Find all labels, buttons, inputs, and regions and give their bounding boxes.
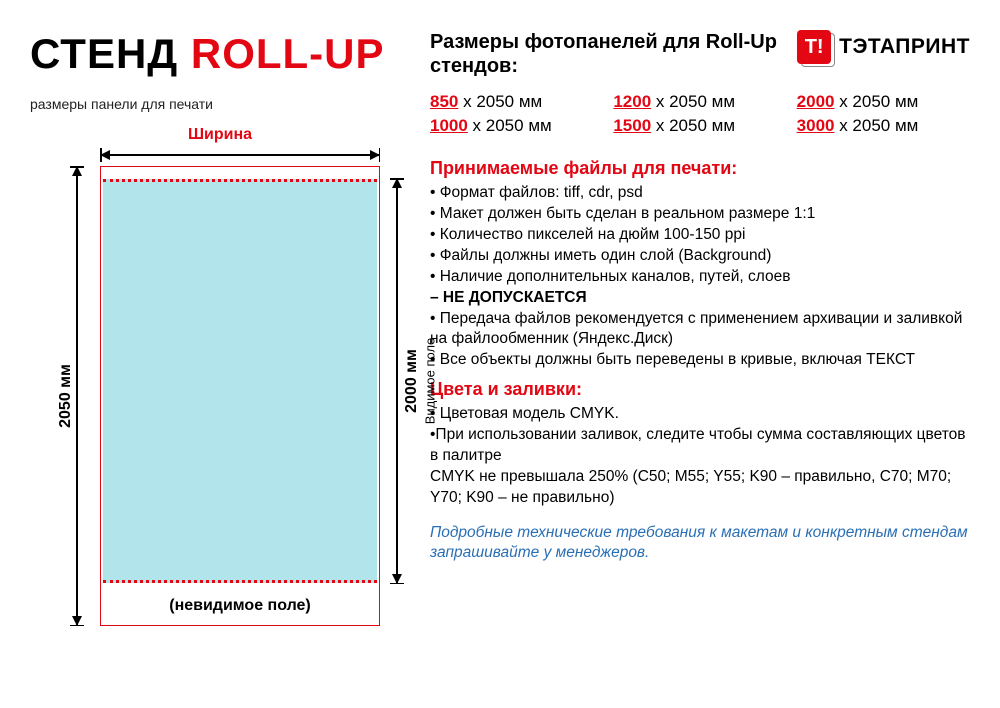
brand-name: ТЭТАПРИНТ (839, 35, 970, 59)
files-line: • Все объекты должны быть переведены в к… (430, 350, 970, 371)
files-line: • Количество пикселей на дюйм 100-150 pp… (430, 225, 970, 246)
size-item: 1500 x 2050 мм (613, 116, 786, 136)
visible-height-label: 2000 мм (403, 349, 421, 413)
files-line: • Файлы должны иметь один слой (Backgrou… (430, 246, 970, 267)
size-item: 3000 x 2050 мм (797, 116, 970, 136)
panel-box: (невидимое поле) (100, 166, 380, 626)
size-item: 1000 x 2050 мм (430, 116, 603, 136)
page: СТЕНД ROLL-UP размеры панели для печати … (0, 0, 1000, 686)
left-subtitle: размеры панели для печати (30, 96, 410, 112)
invisible-field-label: (невидимое поле) (101, 597, 379, 615)
size-item: 850 x 2050 мм (430, 92, 603, 112)
left-column: СТЕНД ROLL-UP размеры панели для печати … (30, 30, 410, 666)
files-line: • Макет должен быть сделан в реальном ра… (430, 204, 970, 225)
files-line: • Наличие дополнительных каналов, путей,… (430, 267, 970, 288)
size-item: 2000 x 2050 мм (797, 92, 970, 112)
full-height-dimension: 2050 мм (70, 166, 84, 626)
dotted-top (103, 179, 377, 182)
dotted-bottom (103, 580, 377, 583)
colors-line: CMYK не превышала 250% (C50; M55; Y55; K… (430, 467, 970, 509)
right-column: Размеры фотопанелей для Roll-Up стендов:… (430, 30, 970, 666)
width-label: Ширина (188, 126, 252, 144)
size-grid: 850 x 2050 мм 1200 x 2050 мм 2000 x 2050… (430, 92, 970, 136)
panel-diagram: Ширина (невидимое поле) (40, 126, 400, 666)
colors-heading: Цвета и заливки: (430, 379, 970, 400)
main-title: СТЕНД ROLL-UP (30, 30, 410, 78)
title-part1: СТЕНД (30, 30, 191, 77)
visible-field-label: Видимое поле (423, 338, 438, 425)
full-height-label: 2050 мм (57, 364, 75, 428)
colors-line: • Цветовая модель CMYK. (430, 404, 970, 425)
brand-logo-icon: Т! (797, 30, 831, 64)
files-line: • Передача файлов рекомендуется с примен… (430, 309, 970, 351)
files-heading: Принимаемые файлы для печати: (430, 158, 970, 179)
title-part2: ROLL-UP (191, 30, 385, 77)
brand: Т! ТЭТАПРИНТ (797, 30, 970, 64)
sizes-title: Размеры фотопанелей для Roll-Up стендов: (430, 30, 797, 78)
header-row: Размеры фотопанелей для Roll-Up стендов:… (430, 30, 970, 78)
size-item: 1200 x 2050 мм (613, 92, 786, 112)
files-not-allowed: – НЕ ДОПУСКАЕТСЯ (430, 288, 970, 309)
files-line: • Формат файлов: tiff, cdr, psd (430, 183, 970, 204)
footer-note: Подробные технические требования к макет… (430, 523, 970, 563)
visible-area (103, 179, 377, 583)
width-dimension (100, 148, 380, 162)
files-block: • Формат файлов: tiff, cdr, psd • Макет … (430, 183, 970, 371)
colors-block: • Цветовая модель CMYK. •При использован… (430, 404, 970, 509)
visible-height-dimension: 2000 мм Видимое поле (390, 178, 404, 584)
colors-line: •При использовании заливок, следите чтоб… (430, 425, 970, 467)
